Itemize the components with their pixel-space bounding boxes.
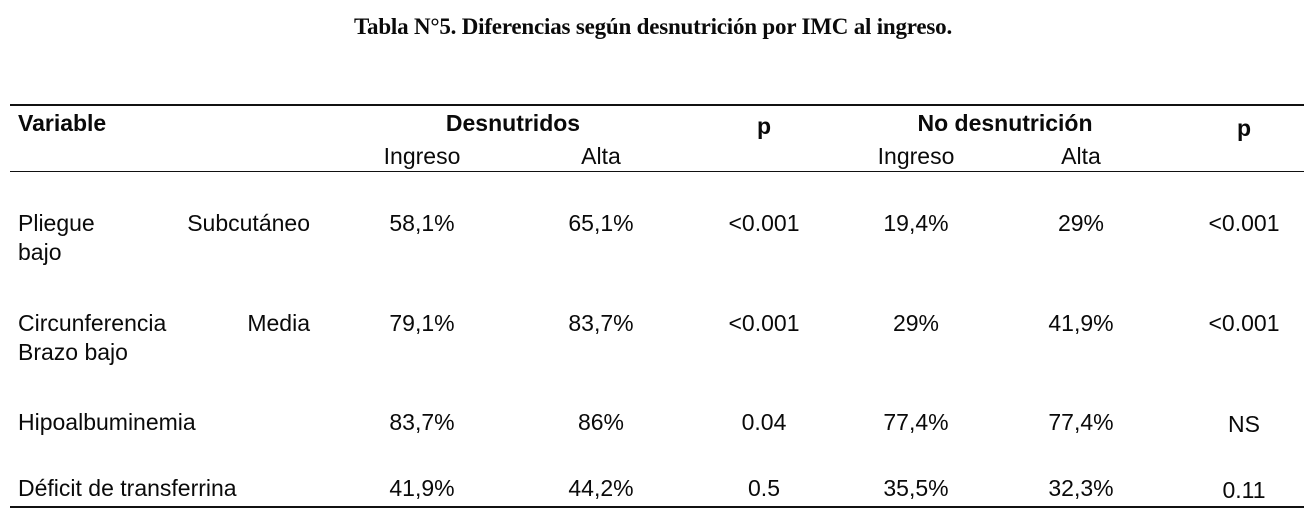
table-cell: 65,1% bbox=[568, 210, 634, 236]
header-alta-desnutridos: Alta bbox=[581, 143, 621, 169]
header-p-desnutridos: p bbox=[756, 113, 772, 139]
table-cell: 0.11 bbox=[1222, 477, 1266, 503]
variable-word: Subcutáneo bbox=[187, 210, 310, 236]
header-ingreso-desnutridos: Ingreso bbox=[383, 143, 461, 169]
table-cell: <0.001 bbox=[1208, 310, 1280, 336]
table-cell: <0.001 bbox=[1208, 210, 1280, 236]
table-row-variable: Déficit de transferrina bbox=[18, 475, 237, 501]
table-cell: <0.001 bbox=[728, 310, 800, 336]
table-cell: 19,4% bbox=[883, 210, 949, 236]
variable-word: Media bbox=[247, 310, 310, 336]
table-bottom-rule bbox=[10, 506, 1304, 508]
table-row-variable: Hipoalbuminemia bbox=[18, 409, 196, 435]
table-top-rule bbox=[10, 104, 1304, 106]
table-cell: 86% bbox=[577, 409, 625, 435]
table-cell: 0.04 bbox=[741, 409, 787, 435]
table-cell: 79,1% bbox=[389, 310, 455, 336]
table-cell: 32,3% bbox=[1048, 475, 1114, 501]
header-p-no-desnutricion: p bbox=[1236, 115, 1252, 141]
variable-line: bajo bbox=[18, 239, 62, 265]
header-ingreso-no-desnutricion: Ingreso bbox=[877, 143, 955, 169]
variable-line: Brazo bajo bbox=[18, 339, 128, 365]
table-cell: NS bbox=[1228, 411, 1260, 437]
table-cell: <0.001 bbox=[728, 210, 800, 236]
table-title: Tabla N°5. Diferencias según desnutrició… bbox=[353, 14, 953, 39]
header-variable: Variable bbox=[18, 110, 107, 136]
table-cell: 44,2% bbox=[568, 475, 634, 501]
table-cell: 41,9% bbox=[389, 475, 455, 501]
variable-word: Circunferencia bbox=[18, 310, 167, 336]
table-cell: 41,9% bbox=[1048, 310, 1114, 336]
table-cell: 29% bbox=[892, 310, 940, 336]
table-header-rule bbox=[10, 171, 1304, 172]
header-alta-no-desnutricion: Alta bbox=[1061, 143, 1101, 169]
table-cell: 77,4% bbox=[1048, 409, 1114, 435]
header-no-desnutricion: No desnutrición bbox=[917, 110, 1093, 136]
table-row-variable: Pliegue Subcutáneo bajo bbox=[18, 209, 310, 267]
table-cell: 0.5 bbox=[748, 475, 780, 501]
table-cell: 35,5% bbox=[883, 475, 949, 501]
table-row-variable: Circunferencia Media Brazo bajo bbox=[18, 309, 310, 367]
table-cell: 83,7% bbox=[389, 409, 455, 435]
table-cell: 77,4% bbox=[883, 409, 949, 435]
table-cell: 29% bbox=[1057, 210, 1105, 236]
table-cell: 83,7% bbox=[568, 310, 634, 336]
table-cell: 58,1% bbox=[389, 210, 455, 236]
variable-word: Pliegue bbox=[18, 210, 95, 236]
header-desnutridos: Desnutridos bbox=[445, 110, 581, 136]
